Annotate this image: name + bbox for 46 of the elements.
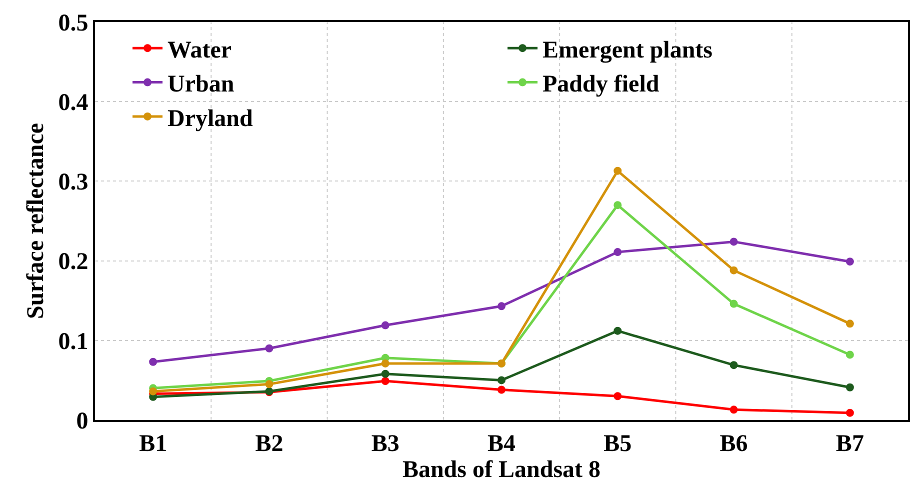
x-tick-label: B5 [604,430,632,457]
point [381,377,390,385]
point [149,358,158,366]
point [149,387,158,396]
point [381,321,390,330]
x-axis-title: Bands of Landsat 8 [402,456,601,483]
x-tick-label: B1 [139,430,168,457]
point [730,406,738,414]
point [498,386,506,394]
point [381,359,390,368]
y-tick-label: 0.2 [58,249,88,276]
point [498,302,506,310]
y-tick-label: 0.1 [58,328,88,355]
point [846,258,854,266]
x-tick-label: B4 [487,430,516,457]
point [265,344,274,352]
x-tick-label: B7 [836,430,864,457]
y-tick-label: 0.4 [58,90,88,116]
x-tick-label: B2 [255,430,284,457]
legend-label: Urban [168,72,234,98]
point [730,361,738,370]
point [846,320,854,328]
legend-label: Dryland [168,106,254,132]
point [381,370,390,378]
x-tick-label: B6 [720,430,748,457]
point [846,350,854,359]
point [730,266,738,274]
y-tick-label: 0.5 [58,10,88,36]
y-axis-title: Surface reflectance [22,122,49,320]
legend-label: Water [168,37,232,64]
x-tick-label: B3 [371,430,400,457]
y-tick-label: 0 [76,408,88,434]
legend-label: Paddy field [542,72,660,98]
point [614,248,622,256]
legend-label: Emergent plants [542,37,713,64]
point [498,376,506,384]
point [730,300,738,308]
point [846,383,854,392]
y-tick-label: 0.3 [58,170,88,196]
point [265,380,274,388]
point [614,392,622,400]
point [614,166,622,175]
point [846,408,854,417]
point [730,238,738,246]
point [614,201,622,210]
point [614,326,622,335]
